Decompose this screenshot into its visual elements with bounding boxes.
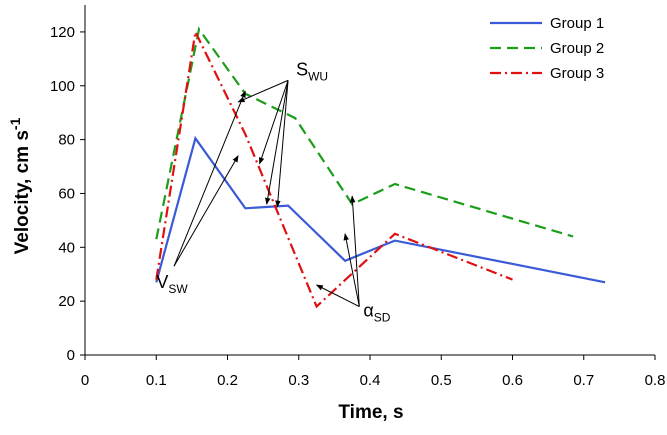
y-tick-label: 120 [50,24,75,41]
annotation-subscript: WU [308,69,328,83]
y-axis-title: Velocity, cm s-1 [7,117,33,254]
annotation-main: α [363,301,373,321]
x-tick-label: 0.2 [217,372,238,389]
y-axis-title-superscript: -1 [7,117,23,130]
series-line-group-2 [155,26,574,240]
annotation-subscript: SD [374,311,391,325]
x-tick-label: 0.7 [573,372,594,389]
annotation-arrow [275,80,289,208]
legend: Group 1 Group 2 Group 3 [490,15,604,82]
x-tick-label: 0.6 [502,372,523,389]
annotation-main: V [156,272,168,292]
legend-label: Group 3 [550,65,604,82]
annotation-arrow [315,284,360,307]
annotation-arrow [343,233,360,307]
legend-label: Group 1 [550,15,604,32]
tick-labels: 0 0.1 0.2 0.3 0.4 0.5 0.6 0.7 0.8 0 20 40 60 80 100 120 [50,24,665,389]
legend-label: Group 2 [550,40,604,57]
annotation-label: VSW [156,272,188,296]
annotation-label: αSD [363,301,390,325]
y-axis-title-main: Velocity, cm s [12,130,33,254]
annotation-arrow [258,80,289,165]
series-line-group-1 [155,135,606,284]
x-tick-label: 0.3 [288,372,309,389]
x-tick-label: 0.1 [146,372,167,389]
y-tick-label: 60 [58,185,75,202]
annotation-arrow [173,155,239,267]
x-tick-label: 0 [81,372,89,389]
annotation-main: S [296,59,308,79]
y-tick-label: 80 [58,132,75,149]
x-tick-label: 0.8 [645,372,666,389]
y-tick-label: 40 [58,239,75,256]
annotation-label: SWU [296,59,328,83]
annotations: SWU VSW αSD [156,59,390,324]
annotation-subscript: SW [168,282,188,296]
y-tick-label: 0 [67,347,75,364]
y-tick-label: 100 [50,78,75,95]
annotation-arrow [173,90,246,267]
x-tick-label: 0.5 [431,372,452,389]
axes [80,5,656,360]
y-tick-label: 20 [58,293,75,310]
x-tick-label: 0.4 [360,372,381,389]
x-axis-title: Time, s [338,402,403,423]
series-lines [155,26,606,309]
annotation-arrow [349,195,360,307]
series-line-group-3 [155,28,513,309]
annotation-arrow [264,80,289,205]
annotation-arrow [237,79,289,103]
